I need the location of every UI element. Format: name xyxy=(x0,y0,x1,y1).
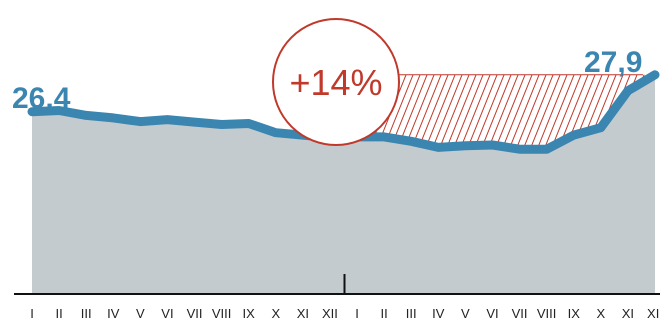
x-tick-label: II xyxy=(381,306,388,321)
start-value-label: 26,4 xyxy=(12,82,71,115)
data-point xyxy=(464,145,466,147)
data-point xyxy=(58,109,60,111)
area-fill xyxy=(32,74,655,294)
data-point xyxy=(600,127,602,129)
end-value-label: 27,9 xyxy=(584,46,642,79)
data-point xyxy=(437,146,439,148)
data-point xyxy=(112,117,114,119)
x-tick-label: V xyxy=(136,306,145,321)
x-tick-label: VIII xyxy=(537,306,557,321)
change-label: +14% xyxy=(289,62,382,103)
x-tick-label: XII xyxy=(647,306,660,321)
data-point xyxy=(627,90,629,92)
x-tick-label: VIII xyxy=(212,306,232,321)
data-point xyxy=(573,134,575,136)
x-tick-label: IX xyxy=(243,306,256,321)
x-tick-label: IV xyxy=(432,306,445,321)
data-point xyxy=(85,114,87,116)
data-point xyxy=(275,132,277,134)
data-point xyxy=(383,136,385,138)
x-tick-label: I xyxy=(355,306,359,321)
data-point xyxy=(221,124,223,126)
change-badge xyxy=(272,18,400,146)
data-point xyxy=(519,148,521,150)
data-point xyxy=(546,148,548,150)
area-layer xyxy=(32,74,655,294)
x-tick-label: VI xyxy=(161,306,173,321)
data-point xyxy=(410,140,412,142)
x-tick-label: I xyxy=(30,306,34,321)
data-point xyxy=(31,111,33,113)
x-tick-label: VII xyxy=(512,306,528,321)
x-tick-label: III xyxy=(81,306,92,321)
x-tick-label: II xyxy=(55,306,62,321)
x-tick-label: X xyxy=(596,306,605,321)
x-tick-label: IX xyxy=(568,306,581,321)
x-tick-label: XII xyxy=(322,306,338,321)
x-tick-label: IV xyxy=(107,306,120,321)
x-tick-label: V xyxy=(461,306,470,321)
label-layer: 26,4 27,9 +14% xyxy=(12,18,642,146)
data-point xyxy=(654,74,656,76)
x-tick-label: III xyxy=(406,306,417,321)
x-tick-label: XI xyxy=(297,306,309,321)
data-point xyxy=(248,123,250,125)
data-point xyxy=(491,144,493,146)
x-axis: I II III IV V VI VII VIII IX X XI XII I II III IV V VI VII… xyxy=(14,274,660,321)
x-tick-label: X xyxy=(271,306,280,321)
x-tick-label: VI xyxy=(486,306,498,321)
x-tick-label: XI xyxy=(622,306,634,321)
data-point xyxy=(166,119,168,121)
x-tick-label: VII xyxy=(187,306,203,321)
data-point xyxy=(194,121,196,123)
data-point xyxy=(139,121,141,123)
